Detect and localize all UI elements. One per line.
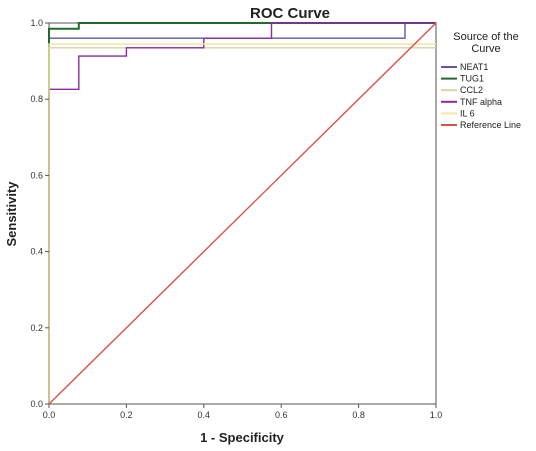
legend-label-neat1: NEAT1 (460, 62, 488, 72)
y-tick-label: 0.6 (30, 170, 43, 180)
series-line-il-6 (48, 43, 436, 404)
y-tick-label: 1.0 (30, 18, 43, 28)
chart-title: ROC Curve (250, 5, 330, 22)
x-axis-title: 1 - Specificity (200, 430, 285, 445)
ticks-layer: 0.0 0.2 0.4 0.6 0.8 1.0 0.0 0.2 0.4 0.6 0.8 1.0 (30, 18, 442, 420)
series-layer (48, 22, 437, 405)
legend-title: Source of the Curve (453, 31, 518, 55)
legend-label-il-6: IL 6 (460, 108, 475, 118)
series-line-reference-line (48, 22, 437, 405)
x-tick-label: 0.6 (275, 410, 288, 420)
x-tick-label: 0.2 (120, 410, 133, 420)
legend-label-tnf-alpha: TNF alpha (460, 97, 502, 107)
x-tick-label: 0.4 (198, 410, 211, 420)
legend-label-ccl2: CCL2 (460, 85, 483, 95)
x-tick-label: 0.0 (43, 410, 56, 420)
x-tick-label: 1.0 (430, 410, 443, 420)
x-tick-label: 0.8 (352, 410, 365, 420)
y-axis-title: Sensitivity (4, 181, 19, 247)
series-line-tnf-alpha (48, 22, 436, 404)
y-tick-label: 0.2 (30, 323, 43, 333)
y-tick-label: 0.4 (30, 247, 43, 257)
legend-label-tug1: TUG1 (460, 74, 484, 84)
y-tick-label: 0.0 (30, 399, 43, 409)
series-line-ccl2 (48, 47, 436, 404)
legend-label-reference-line: Reference Line (460, 120, 521, 130)
y-tick-label: 0.8 (30, 94, 43, 104)
